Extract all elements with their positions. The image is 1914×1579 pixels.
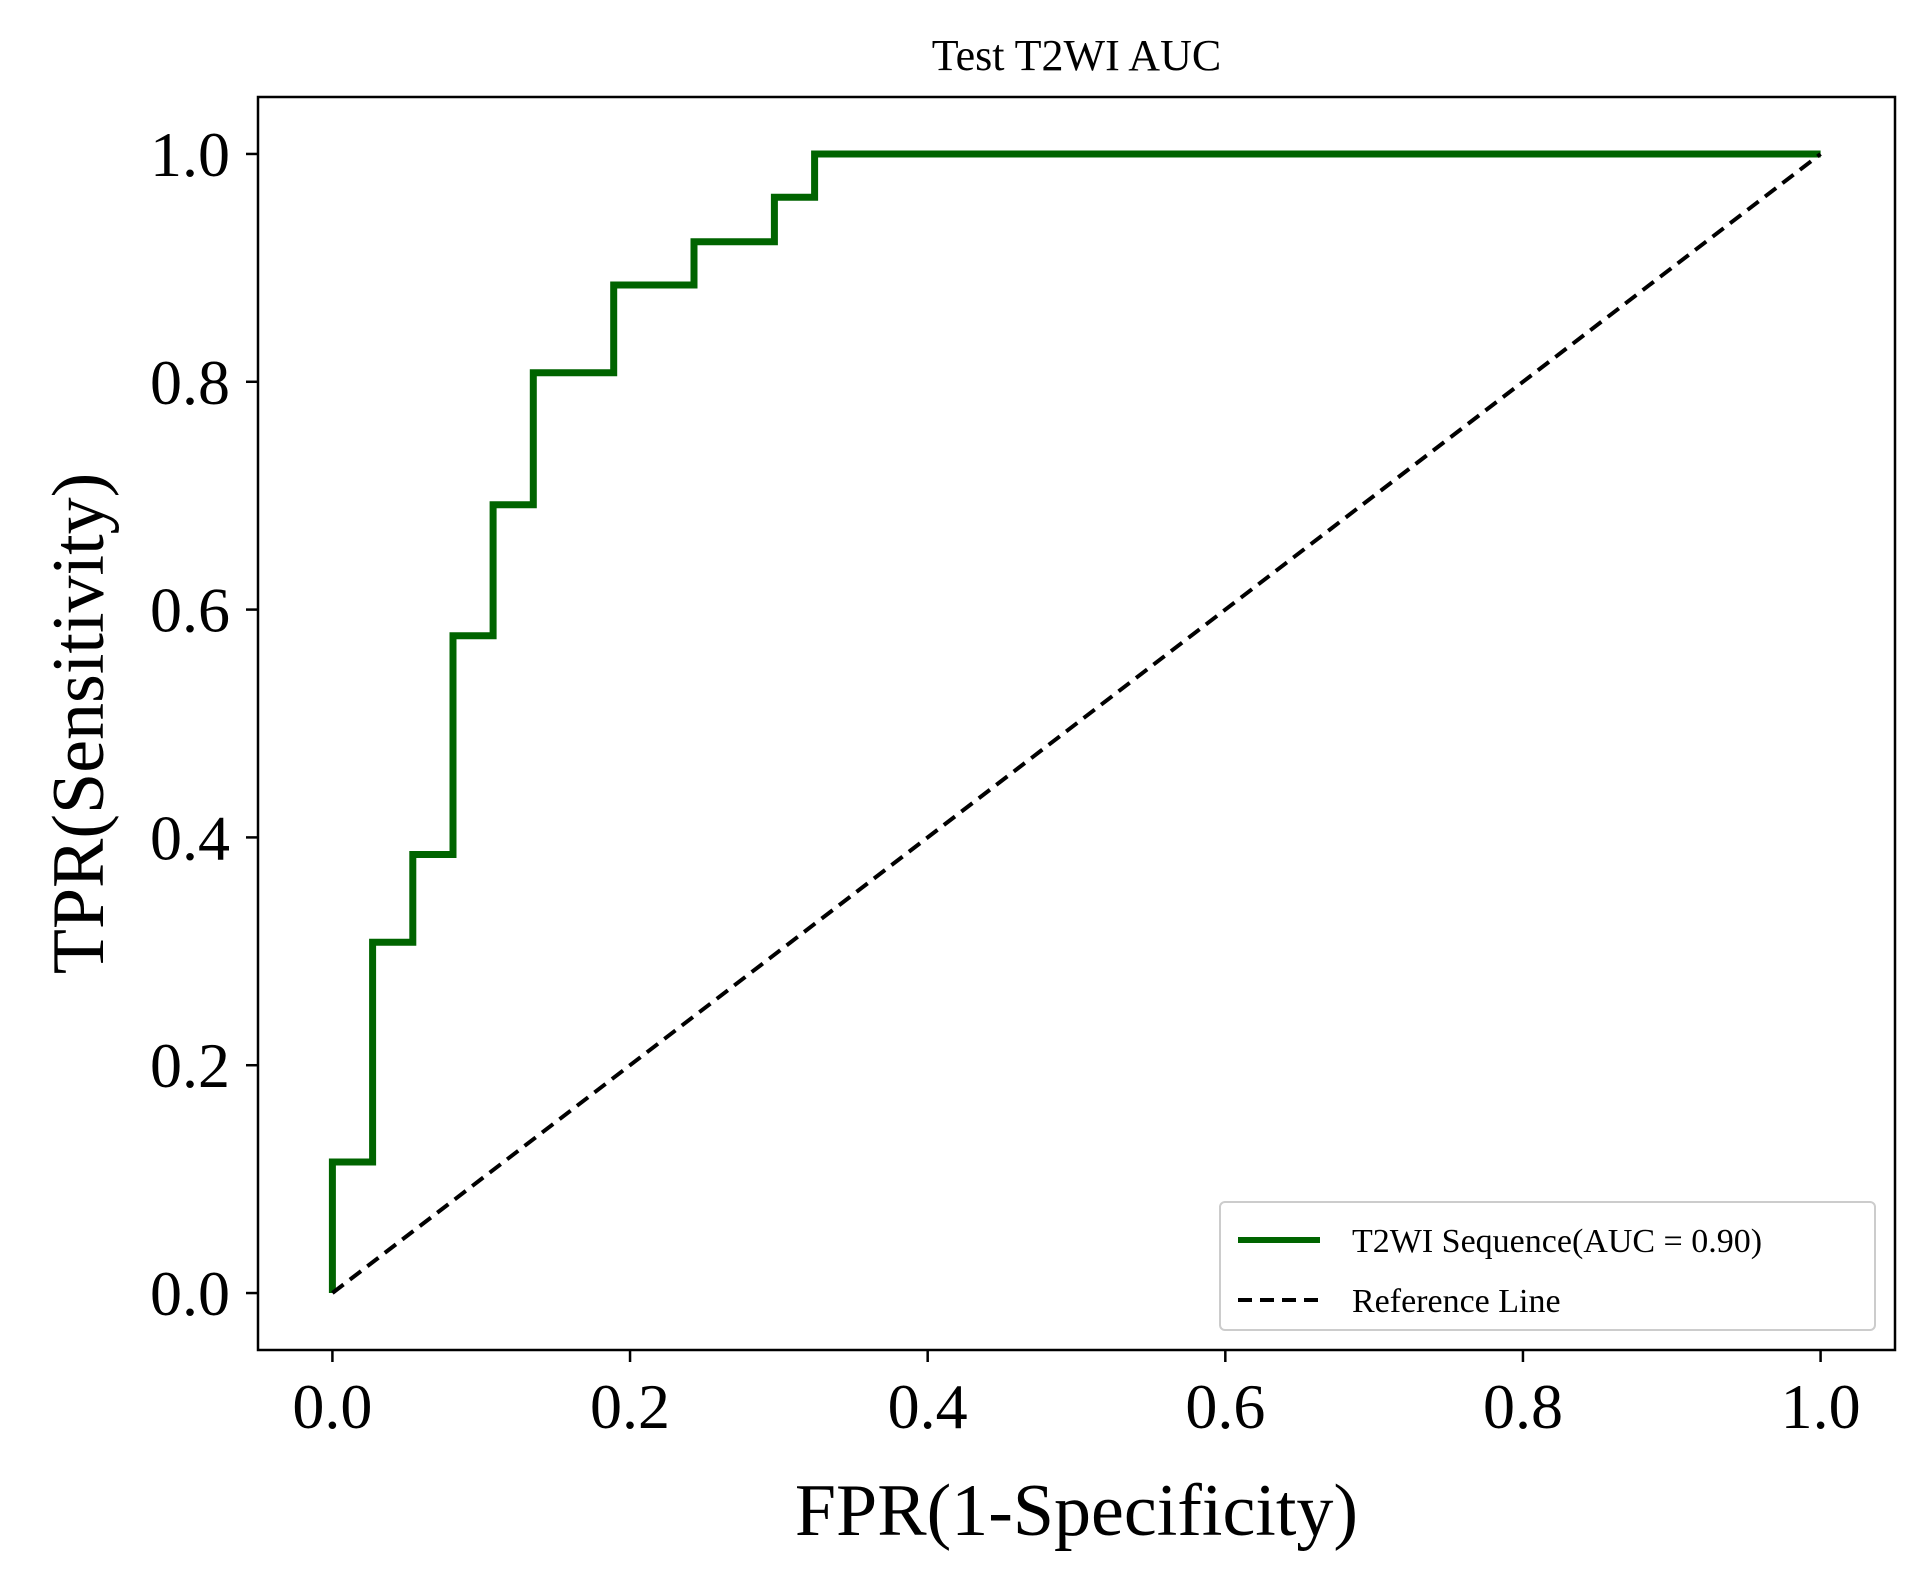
- y-tick-label: 0.8: [150, 347, 230, 418]
- x-axis-label: FPR(1-Specificity): [795, 1470, 1358, 1552]
- y-axis-ticks: 0.0 0.2 0.4 0.6 0.8 1.0: [150, 119, 258, 1329]
- legend-label-roc: T2WI Sequence(AUC = 0.90): [1352, 1223, 1762, 1260]
- y-tick-label: 0.6: [150, 575, 230, 646]
- x-tick-label: 0.2: [590, 1371, 670, 1442]
- x-tick-label: 1.0: [1781, 1371, 1861, 1442]
- roc-curve-line: [328, 150, 1821, 1293]
- x-tick-label: 0.8: [1483, 1371, 1563, 1442]
- x-tick-label: 0.0: [292, 1371, 372, 1442]
- chart-title: Test T2WI AUC: [932, 31, 1221, 80]
- legend-box: [1219, 1201, 1876, 1331]
- x-axis-ticks: 0.0 0.2 0.4 0.6 0.8 1.0: [292, 1350, 1861, 1442]
- reference-line: [331, 152, 1822, 1295]
- x-tick-label: 0.6: [1185, 1371, 1265, 1442]
- plot-frame: [256, 95, 1897, 1352]
- legend-label-reference: Reference Line: [1352, 1283, 1561, 1320]
- y-tick-label: 1.0: [150, 119, 230, 190]
- y-tick-label: 0.4: [150, 802, 230, 873]
- legend: T2WI Sequence(AUC = 0.90) Reference Line: [1219, 1201, 1876, 1331]
- y-axis-label: TPR(Sensitivity): [38, 473, 120, 975]
- y-tick-label: 0.2: [150, 1030, 230, 1101]
- y-tick-label: 0.0: [150, 1258, 230, 1329]
- series-layer: [328, 150, 1822, 1295]
- x-tick-label: 0.4: [888, 1371, 968, 1442]
